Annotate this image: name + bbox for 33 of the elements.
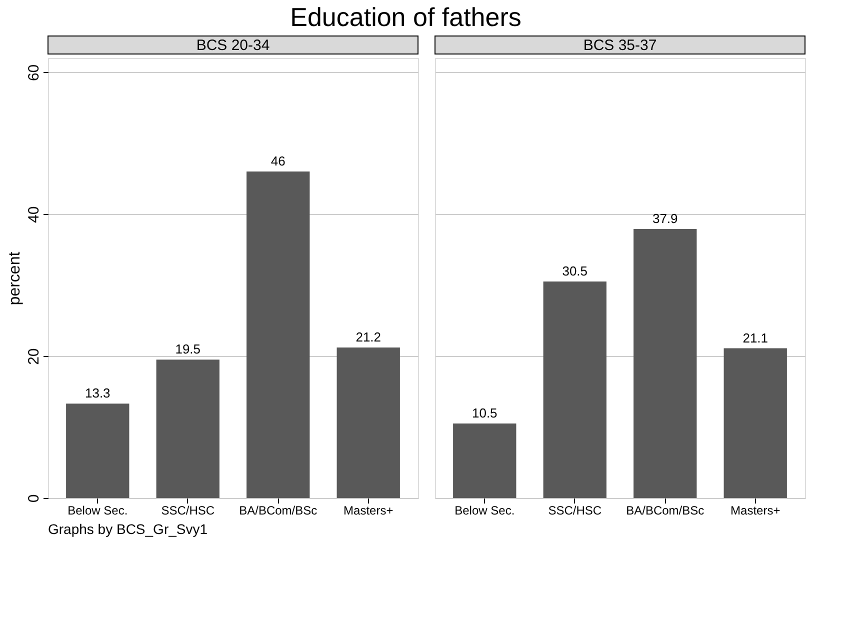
x-tick-label: Below Sec. (68, 504, 128, 518)
data-label: 21.1 (742, 330, 768, 346)
data-label: 46 (270, 154, 286, 169)
data-label: 10.5 (472, 405, 498, 420)
bar (543, 282, 606, 498)
x-tick-label: BA/BCom/BSc (626, 504, 704, 518)
bar (634, 229, 697, 498)
bar (66, 404, 130, 498)
y-tick-label: 60 (26, 64, 42, 82)
data-label: 19.5 (175, 342, 201, 357)
x-tick-label: BA/BCom/BSc (239, 504, 318, 518)
bar (336, 348, 400, 498)
x-tick-label: Masters+ (344, 504, 394, 518)
y-axis-title: percent (6, 251, 24, 306)
data-label: 37.9 (652, 211, 678, 226)
chart-subtitle: BCS 35-37 (583, 37, 657, 54)
y-tick-label: 0 (26, 494, 42, 503)
chart-subtitle: BCS 20-34 (196, 37, 270, 54)
data-label: 13.3 (84, 386, 110, 401)
bar (724, 348, 787, 498)
x-tick-label: Below Sec. (454, 504, 515, 518)
chart-title: Education of fathers (290, 2, 522, 32)
x-tick-label: SSC/HSC (548, 504, 602, 518)
y-tick-label: 20 (26, 348, 42, 365)
data-label: 30.5 (562, 264, 588, 279)
x-tick-label: SSC/HSC (161, 504, 215, 518)
data-label: 21.2 (356, 330, 382, 345)
y-tick-label: 40 (26, 206, 42, 223)
bar (246, 172, 310, 498)
bar (156, 360, 220, 498)
bar (453, 423, 516, 498)
x-tick-label: Masters+ (730, 504, 780, 518)
text: Graphs by BCS_Gr_Svy1 (48, 521, 208, 537)
